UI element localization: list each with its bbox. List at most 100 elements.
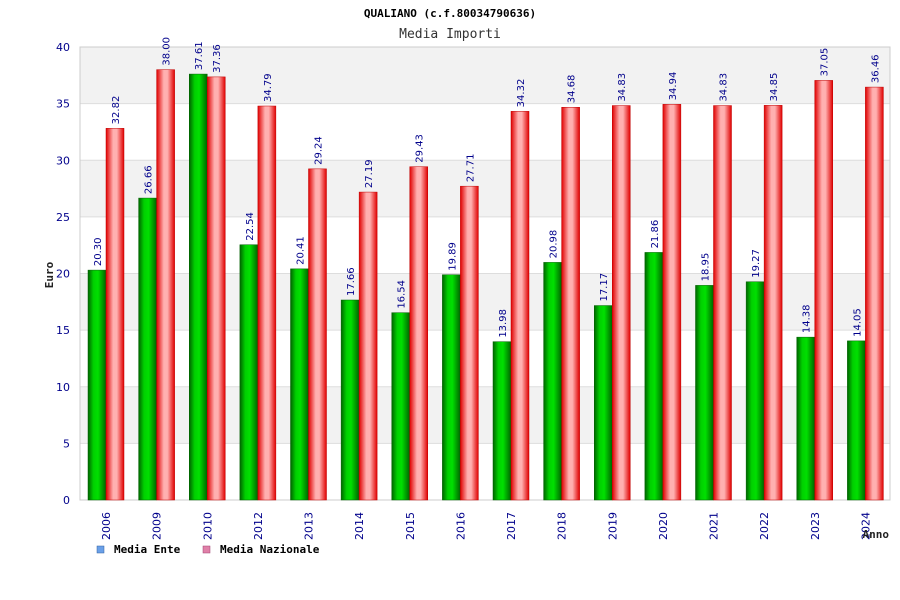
x-tick-label: 2019 — [606, 512, 619, 540]
y-axis-label: Euro — [43, 261, 56, 288]
bar-media-nazionale-2006 — [105, 128, 125, 501]
x-axis-label: Anno — [863, 528, 890, 541]
x-tick-label: 2014 — [353, 512, 366, 540]
bar-media-ente-2023 — [796, 336, 815, 501]
value-label: 26.66 — [144, 165, 155, 194]
bars — [87, 69, 884, 501]
chart-title: QUALIANO (c.f.80034790636) — [364, 7, 536, 20]
bar-media-ente-2018 — [543, 262, 562, 501]
bar-media-nazionale-2015 — [409, 166, 428, 501]
bar-media-ente-2022 — [745, 281, 765, 501]
value-label: 38.00 — [162, 37, 173, 66]
x-axis-ticks: 2006 2009 2010 2012 2013 2014 2015 2016 2017 2018… — [100, 512, 872, 540]
value-label: 20.98 — [549, 230, 560, 259]
bar-media-nazionale-2016 — [460, 185, 479, 501]
bar-media-nazionale-2020 — [662, 104, 682, 501]
y-tick-label: 20 — [56, 268, 70, 281]
bar-media-nazionale-2019 — [612, 105, 631, 501]
bar-media-nazionale-2012 — [257, 105, 277, 501]
bar-media-nazionale-2024 — [865, 86, 884, 501]
x-tick-label: 2020 — [657, 512, 670, 540]
bar-media-nazionale-2014 — [358, 191, 378, 501]
value-label: 37.36 — [212, 44, 223, 73]
legend-label-media-nazionale: Media Nazionale — [220, 543, 320, 556]
y-tick-label: 25 — [56, 211, 70, 224]
plot-frame — [79, 46, 891, 501]
bar-media-ente-2012 — [239, 244, 259, 501]
value-label: 34.32 — [516, 79, 527, 108]
value-label: 17.17 — [599, 273, 610, 302]
value-label: 20.41 — [296, 236, 307, 265]
bar-media-nazionale-2018 — [561, 106, 580, 501]
x-tick-label: 2006 — [100, 512, 113, 540]
x-tick-label: 2010 — [201, 512, 214, 540]
bar-media-nazionale-2013 — [308, 168, 327, 501]
bar-media-ente-2016 — [442, 274, 461, 501]
y-tick-label: 15 — [56, 324, 70, 337]
bar-media-ente-2013 — [290, 268, 309, 501]
value-labels: 20.30 32.82 26.66 38.00 37.61 37.36 22.54 34.79… — [93, 37, 881, 338]
x-tick-label: 2024 — [859, 512, 872, 540]
value-label: 17.66 — [346, 267, 357, 296]
x-tick-label: 2022 — [758, 512, 771, 540]
value-label: 32.82 — [111, 96, 122, 125]
bar-media-ente-2017 — [492, 341, 512, 501]
bar-media-ente-2019 — [594, 305, 613, 501]
bar-media-ente-2006 — [87, 269, 107, 501]
value-label: 34.85 — [769, 73, 780, 102]
bar-media-ente-2024 — [847, 340, 866, 501]
value-label: 29.24 — [314, 136, 325, 165]
x-tick-label: 2023 — [809, 512, 822, 540]
value-label: 29.43 — [415, 134, 426, 163]
value-label: 27.19 — [364, 159, 375, 188]
y-tick-label: 30 — [56, 154, 70, 167]
bar-media-ente-2015 — [391, 312, 410, 501]
x-tick-label: 2009 — [151, 512, 164, 540]
value-label: 19.27 — [751, 249, 762, 278]
value-label: 34.83 — [719, 73, 730, 102]
value-label: 37.05 — [820, 48, 831, 77]
value-label: 20.30 — [93, 237, 104, 266]
value-label: 27.71 — [465, 154, 476, 183]
legend-swatch-media-ente — [96, 545, 105, 554]
value-label: 34.83 — [617, 73, 628, 102]
value-label: 34.79 — [263, 73, 274, 102]
bar-media-nazionale-2022 — [763, 105, 783, 501]
value-label: 22.54 — [245, 212, 256, 241]
bar-media-ente-2009 — [138, 197, 157, 501]
bar-media-ente-2014 — [340, 299, 360, 501]
value-label: 19.89 — [447, 242, 458, 271]
value-label: 36.46 — [870, 54, 881, 83]
value-label: 21.86 — [650, 220, 661, 249]
x-tick-label: 2017 — [505, 512, 518, 540]
bar-media-ente-2021 — [695, 285, 714, 501]
y-tick-label: 10 — [56, 381, 70, 394]
bar-media-nazionale-2009 — [156, 69, 175, 501]
value-label: 14.38 — [802, 305, 813, 334]
value-label: 18.95 — [701, 253, 712, 282]
x-tick-label: 2015 — [404, 512, 417, 540]
value-label: 37.61 — [194, 41, 205, 70]
x-tick-label: 2012 — [252, 512, 265, 540]
value-label: 16.54 — [397, 280, 408, 309]
value-label: 34.94 — [668, 72, 679, 101]
y-axis-ticks: 0 5 10 15 20 25 30 35 40 — [56, 41, 70, 507]
bar-media-nazionale-2021 — [713, 105, 732, 501]
legend-label-media-ente: Media Ente — [114, 543, 181, 556]
bar-media-nazionale-2017 — [510, 111, 530, 501]
bar-media-nazionale-2010 — [207, 76, 226, 501]
chart-subtitle: Media Importi — [399, 27, 501, 42]
bar-media-ente-2010 — [189, 73, 208, 501]
y-tick-label: 35 — [56, 98, 70, 111]
x-tick-label: 2013 — [303, 512, 316, 540]
x-tick-label: 2016 — [454, 512, 467, 540]
bar-media-ente-2020 — [644, 252, 664, 501]
y-tick-label: 0 — [63, 494, 70, 507]
value-label: 14.05 — [852, 308, 863, 337]
value-label: 34.68 — [567, 75, 578, 104]
bar-media-nazionale-2023 — [814, 80, 833, 501]
value-label: 13.98 — [498, 309, 509, 338]
x-tick-label: 2018 — [556, 512, 569, 540]
legend-swatch-media-nazionale — [202, 545, 211, 554]
